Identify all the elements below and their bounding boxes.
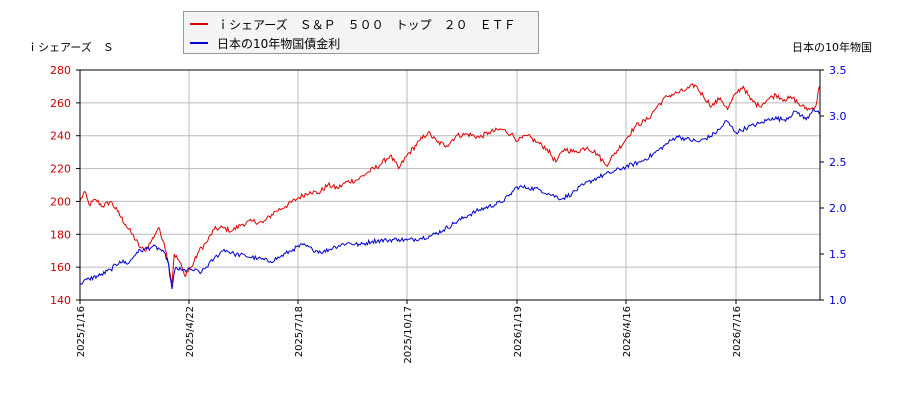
x-tick-label: 2026/4/16 <box>622 306 633 357</box>
y-right-tick-label: 3.0 <box>829 110 847 123</box>
y-left-tick-label: 240 <box>50 130 71 143</box>
legend-swatch-etf <box>190 23 208 25</box>
y-right-tick-label: 3.5 <box>829 64 847 77</box>
y-right-tick-label: 2.0 <box>829 202 847 215</box>
series-line-jgb <box>79 107 820 290</box>
y-left-tick-label: 220 <box>50 163 71 176</box>
x-tick-label: 2025/1/16 <box>76 306 87 357</box>
y-right-tick-label: 1.0 <box>829 294 847 307</box>
legend: ｉシェアーズ Ｓ＆Ｐ ５００ トップ ２０ ＥＴＦ 日本の10年物国債金利 <box>183 11 539 54</box>
y-left-tick-label: 260 <box>50 97 71 110</box>
y-left-tick-label: 140 <box>50 294 71 307</box>
y-left-tick-label: 280 <box>50 64 71 77</box>
x-tick-label: 2025/4/22 <box>185 306 196 357</box>
legend-swatch-jgb <box>190 42 208 44</box>
series-layer <box>79 83 820 290</box>
legend-item-etf: ｉシェアーズ Ｓ＆Ｐ ５００ トップ ２０ ＥＴＦ <box>190 15 516 33</box>
legend-item-jgb: 日本の10年物国債金利 <box>190 34 340 52</box>
legend-label-jgb: 日本の10年物国債金利 <box>217 36 341 51</box>
y-left-tick-label: 200 <box>50 195 71 208</box>
right-axis-title: 日本の10年物国 <box>792 41 872 54</box>
y-right-tick-label: 2.5 <box>829 156 847 169</box>
plot-border <box>79 69 821 301</box>
plot-area <box>80 70 820 300</box>
series-line-etf <box>79 83 820 284</box>
y-right-tick-label: 1.5 <box>829 248 847 261</box>
x-tick-label: 2025/7/18 <box>294 306 305 357</box>
x-tick-label: 2026/1/19 <box>513 306 524 357</box>
y-left-tick-label: 180 <box>50 228 71 241</box>
axes: 140 160 180 200 220 240 260 280 1.0 1.5 2.0 2.5 3.0 3… <box>50 64 847 364</box>
x-tick-label: 2025/10/17 <box>403 306 414 364</box>
x-tick-label: 2026/7/16 <box>732 306 743 357</box>
y-left-tick-label: 160 <box>50 261 71 274</box>
left-axis-title: ｉシェアーズ Ｓ <box>27 41 114 54</box>
legend-label-etf: ｉシェアーズ Ｓ＆Ｐ ５００ トップ ２０ ＥＴＦ <box>217 17 516 32</box>
